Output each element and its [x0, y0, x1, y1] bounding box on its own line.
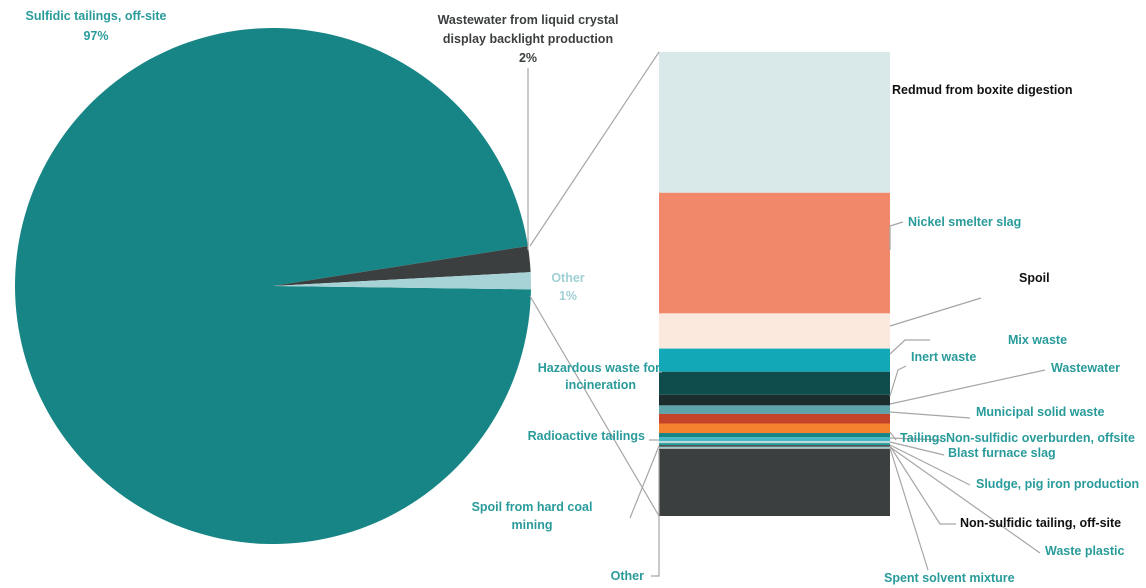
label-nonsulf-overburden: Non-sulfidic overburden, offsite [946, 431, 1135, 445]
leader-line-0 [529, 51, 660, 247]
label-spent: Spent solvent mixture [884, 571, 1015, 585]
label-wastewater-lcd-line2: display backlight production [443, 32, 613, 46]
leader-line-13 [889, 441, 945, 456]
leader-line-5 [889, 339, 930, 355]
bar-segment-16 [659, 448, 890, 516]
leader-line-1 [529, 295, 660, 517]
leader-line-16 [889, 445, 956, 525]
label-sulfidic-name: Sulfidic tailings, off-site [26, 9, 167, 23]
leader-line-11 [889, 431, 897, 441]
label-nonsulf-tailing: Non-sulfidic tailing, off-site [960, 516, 1121, 530]
bar-segment-11 [659, 441, 890, 444]
bar-segment-3 [659, 348, 890, 372]
label-hazardous-line2: incineration [565, 378, 636, 392]
leader-line-6 [889, 365, 907, 397]
label-wastewater: Wastewater [1051, 361, 1120, 375]
bar-segment-15 [659, 447, 890, 449]
label-other-bar: Other [611, 569, 644, 583]
bar-segment-6 [659, 405, 890, 414]
bar-segment-9 [659, 433, 890, 438]
pie-slice-other [273, 272, 532, 290]
leader-line-12 [889, 437, 943, 441]
label-municipal: Municipal solid waste [976, 405, 1105, 419]
leader-lines [527, 51, 1046, 577]
label-spoil-coal-line2: mining [512, 518, 553, 532]
leader-line-17 [889, 446, 1041, 554]
label-spoil: Spoil [1019, 271, 1050, 285]
stacked-bar [659, 52, 890, 516]
label-waste-plastic: Waste plastic [1045, 544, 1124, 558]
bar-segment-14 [659, 446, 890, 448]
bar-segment-12 [659, 443, 890, 446]
bar-segment-7 [659, 413, 890, 424]
label-blast: Blast furnace slag [948, 446, 1056, 460]
bar-segment-5 [659, 394, 890, 406]
label-hazardous-line1: Hazardous waste for [538, 361, 660, 375]
leader-line-9 [889, 411, 971, 419]
bar-segment-1 [659, 192, 890, 314]
leader-line-19 [889, 447, 929, 571]
label-radioactive: Radioactive tailings [528, 429, 645, 443]
label-inert: Inert waste [911, 350, 976, 364]
label-other-pie-pct: 1% [559, 289, 577, 303]
bar-segment-10 [659, 437, 890, 442]
label-sludge: Sludge, pig iron production [976, 477, 1139, 491]
pie-slice-wastewater-lcd [273, 246, 531, 286]
pie-chart [15, 28, 532, 545]
label-nickel: Nickel smelter slag [908, 215, 1021, 229]
pie-slice-sulfidic [15, 28, 531, 545]
bar-segment-4 [659, 371, 890, 395]
label-other-pie-name: Other [551, 271, 584, 285]
leader-line-4 [889, 297, 982, 327]
bar-segment-8 [659, 423, 890, 434]
leader-line-3 [889, 221, 904, 250]
bar-segment-2 [659, 313, 890, 349]
label-mix: Mix waste [1008, 333, 1067, 347]
bar-segment-0 [659, 52, 890, 193]
label-spoil-coal-line1: Spoil from hard coal [472, 500, 593, 514]
leader-line-8 [889, 369, 1046, 405]
bar-segment-13 [659, 445, 890, 447]
label-redmud: Redmud from boxite digestion [892, 83, 1073, 97]
label-wastewater-lcd-pct: 2% [519, 51, 537, 65]
leader-line-15 [629, 445, 660, 519]
label-sulfidic-pct: 97% [83, 29, 108, 43]
label-tailings: Tailings [900, 431, 946, 445]
label-wastewater-lcd-line1: Wastewater from liquid crystal [438, 13, 619, 27]
leader-line-18 [651, 450, 660, 577]
leader-line-14 [889, 444, 971, 486]
